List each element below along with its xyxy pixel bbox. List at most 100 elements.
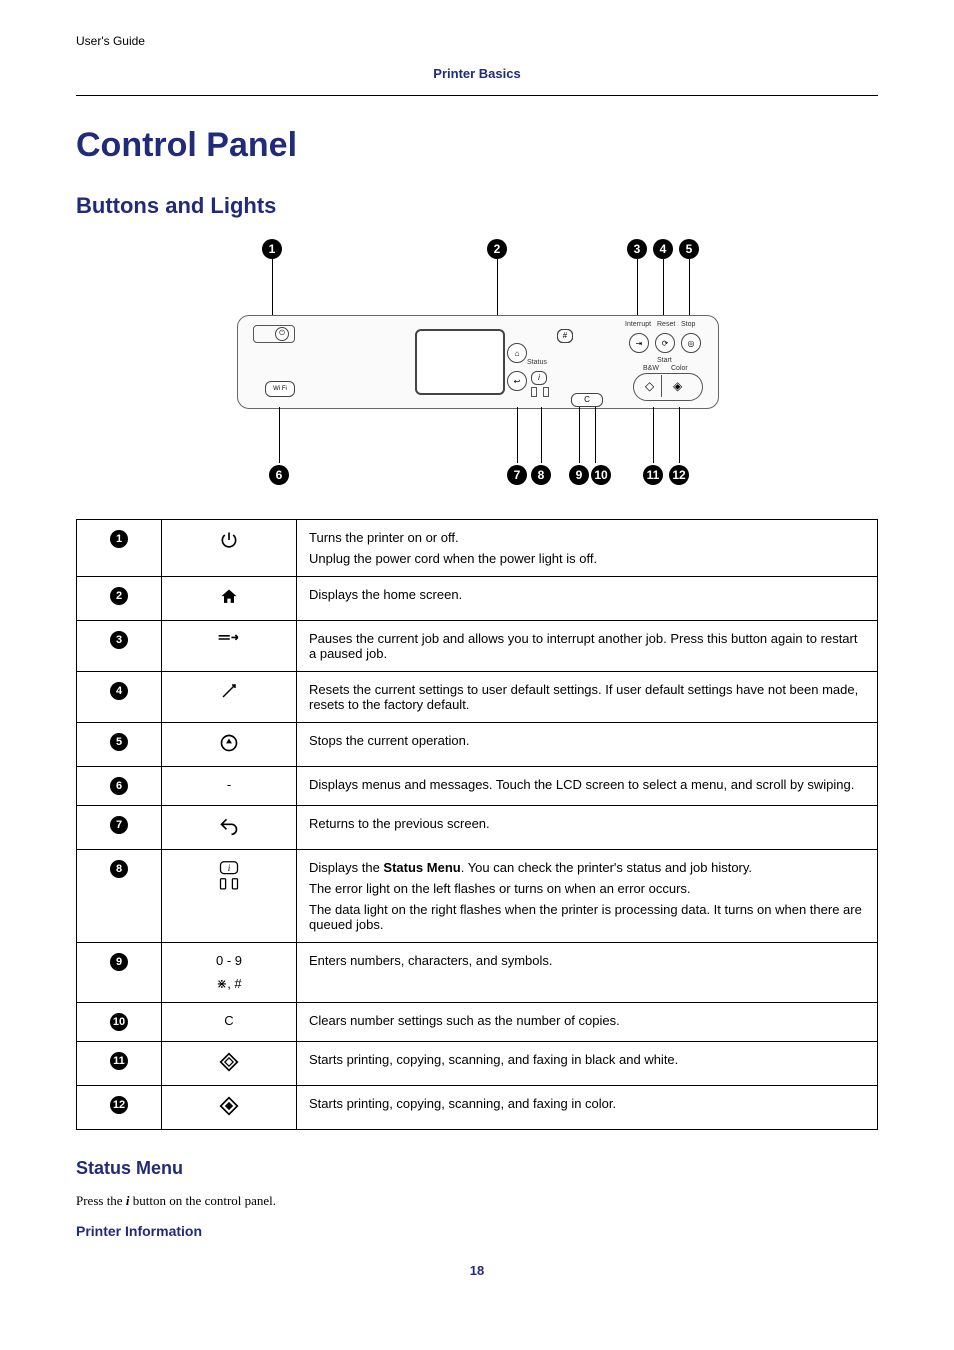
start-group <box>633 373 703 401</box>
row-desc: Starts printing, copying, scanning, and … <box>309 1096 865 1111</box>
row-number: 9 <box>110 953 128 971</box>
diamond-fill-icon <box>219 1096 239 1119</box>
row-desc: Stops the current operation. <box>309 733 865 748</box>
printer-info-heading: Printer Information <box>76 1223 878 1239</box>
row-desc: Pauses the current job and allows you to… <box>309 631 865 661</box>
callout-3: 3 <box>627 239 647 259</box>
leader-line <box>579 407 580 463</box>
row-desc: Clears number settings such as the numbe… <box>309 1013 865 1028</box>
header-rule <box>76 95 878 96</box>
table-row: 1 Turns the printer on or off. Unplug th… <box>77 520 878 577</box>
back-button: ↩ <box>507 371 527 391</box>
table-row: 8 i Displays the Status Menu. You can ch… <box>77 850 878 943</box>
callout-8: 8 <box>531 465 551 485</box>
control-panel-diagram: 1 2 3 4 5 ⏻ Wi Fi ⌂ ↩ Status i <box>217 239 737 499</box>
interrupt-icon <box>217 631 241 650</box>
info-button: i <box>531 371 547 385</box>
bw-label: B&W <box>643 365 659 372</box>
leader-line <box>497 259 498 319</box>
back-icon <box>219 816 239 839</box>
status-menu-intro: Press the i button on the control panel. <box>76 1193 878 1209</box>
row-number: 1 <box>110 530 128 548</box>
callout-1: 1 <box>262 239 282 259</box>
lcd-screen <box>415 329 505 395</box>
power-button-icon: ⏻ <box>275 327 289 341</box>
callout-2: 2 <box>487 239 507 259</box>
row-desc: Resets the current settings to user defa… <box>309 682 865 712</box>
row-number: 10 <box>110 1013 128 1031</box>
row-desc: The data light on the right flashes when… <box>309 902 865 932</box>
home-icon <box>219 587 239 610</box>
table-row: 12 Starts printing, copying, scanning, a… <box>77 1086 878 1130</box>
callout-5: 5 <box>679 239 699 259</box>
leader-line <box>653 407 654 463</box>
leader-line <box>517 407 518 463</box>
clear-button: C <box>571 393 603 407</box>
page-title: Control Panel <box>76 126 878 165</box>
table-row: 4 Resets the current settings to user de… <box>77 672 878 723</box>
stop-label: Stop <box>681 321 695 328</box>
row-number: 6 <box>110 777 128 795</box>
row-desc: Turns the printer on or off. <box>309 530 865 545</box>
row-desc: Displays the home screen. <box>309 587 865 602</box>
start-color-icon: ◈ <box>673 379 682 393</box>
callout-10: 10 <box>591 465 611 485</box>
table-row: 5 Stops the current operation. <box>77 723 878 767</box>
interrupt-label: Interrupt <box>625 321 651 328</box>
table-row: 9 0 - 9 ⋇, # Enters numbers, characters,… <box>77 943 878 1003</box>
clear-icon: C <box>224 1013 233 1028</box>
row-number: 11 <box>110 1052 128 1070</box>
guide-label: User's Guide <box>76 34 878 48</box>
callout-12: 12 <box>669 465 689 485</box>
row-desc: Starts printing, copying, scanning, and … <box>309 1052 865 1067</box>
data-light <box>543 387 549 397</box>
leader-line <box>541 407 542 463</box>
row-number: 7 <box>110 816 128 834</box>
info-icon: i <box>212 860 246 897</box>
callout-9: 9 <box>569 465 589 485</box>
diamond-outline-icon <box>219 1052 239 1075</box>
table-row: 10 C Clears number settings such as the … <box>77 1003 878 1042</box>
table-row: 7 Returns to the previous screen. <box>77 806 878 850</box>
buttons-table: 1 Turns the printer on or off. Unplug th… <box>76 519 878 1130</box>
start-label: Start <box>657 357 672 364</box>
table-row: 3 Pauses the current job and allows you … <box>77 621 878 672</box>
wifi-chip: Wi Fi <box>265 381 295 397</box>
row-desc: Displays the Status Menu. You can check … <box>309 860 865 875</box>
row-number: 8 <box>110 860 128 878</box>
start-bw-icon: ◇ <box>645 379 654 393</box>
leader-line <box>279 407 280 463</box>
error-light <box>531 387 537 397</box>
row-number: 12 <box>110 1096 128 1114</box>
row-number: 3 <box>110 631 128 649</box>
status-label-text: Status <box>527 359 547 366</box>
callout-11: 11 <box>643 465 663 485</box>
table-row: 2 Displays the home screen. <box>77 577 878 621</box>
interrupt-button: ⇥ <box>629 333 649 353</box>
callout-6: 6 <box>269 465 289 485</box>
stop-button: ◎ <box>681 333 701 353</box>
reset-icon <box>220 682 238 703</box>
color-label: Color <box>671 365 688 372</box>
row-desc: Displays menus and messages. Touch the L… <box>309 777 865 792</box>
table-row: 6 - Displays menus and messages. Touch t… <box>77 767 878 806</box>
reset-label: Reset <box>657 321 675 328</box>
callout-7: 7 <box>507 465 527 485</box>
stop-icon <box>219 733 239 756</box>
leader-line <box>595 407 596 463</box>
start-divider <box>661 375 662 397</box>
row-desc: Returns to the previous screen. <box>309 816 865 831</box>
row-number: 5 <box>110 733 128 751</box>
subsection-title: Buttons and Lights <box>76 193 878 219</box>
home-button: ⌂ <box>507 343 527 363</box>
leader-line <box>679 407 680 463</box>
section-label: Printer Basics <box>76 66 878 81</box>
callout-4: 4 <box>653 239 673 259</box>
svg-text:i: i <box>228 864 231 874</box>
row-desc: The error light on the left flashes or t… <box>309 881 865 896</box>
dash-icon: - <box>227 777 231 792</box>
row-desc: Unplug the power cord when the power lig… <box>309 551 865 566</box>
reset-button: ⟳ <box>655 333 675 353</box>
row-desc: Enters numbers, characters, and symbols. <box>309 953 865 968</box>
row-number: 4 <box>110 682 128 700</box>
